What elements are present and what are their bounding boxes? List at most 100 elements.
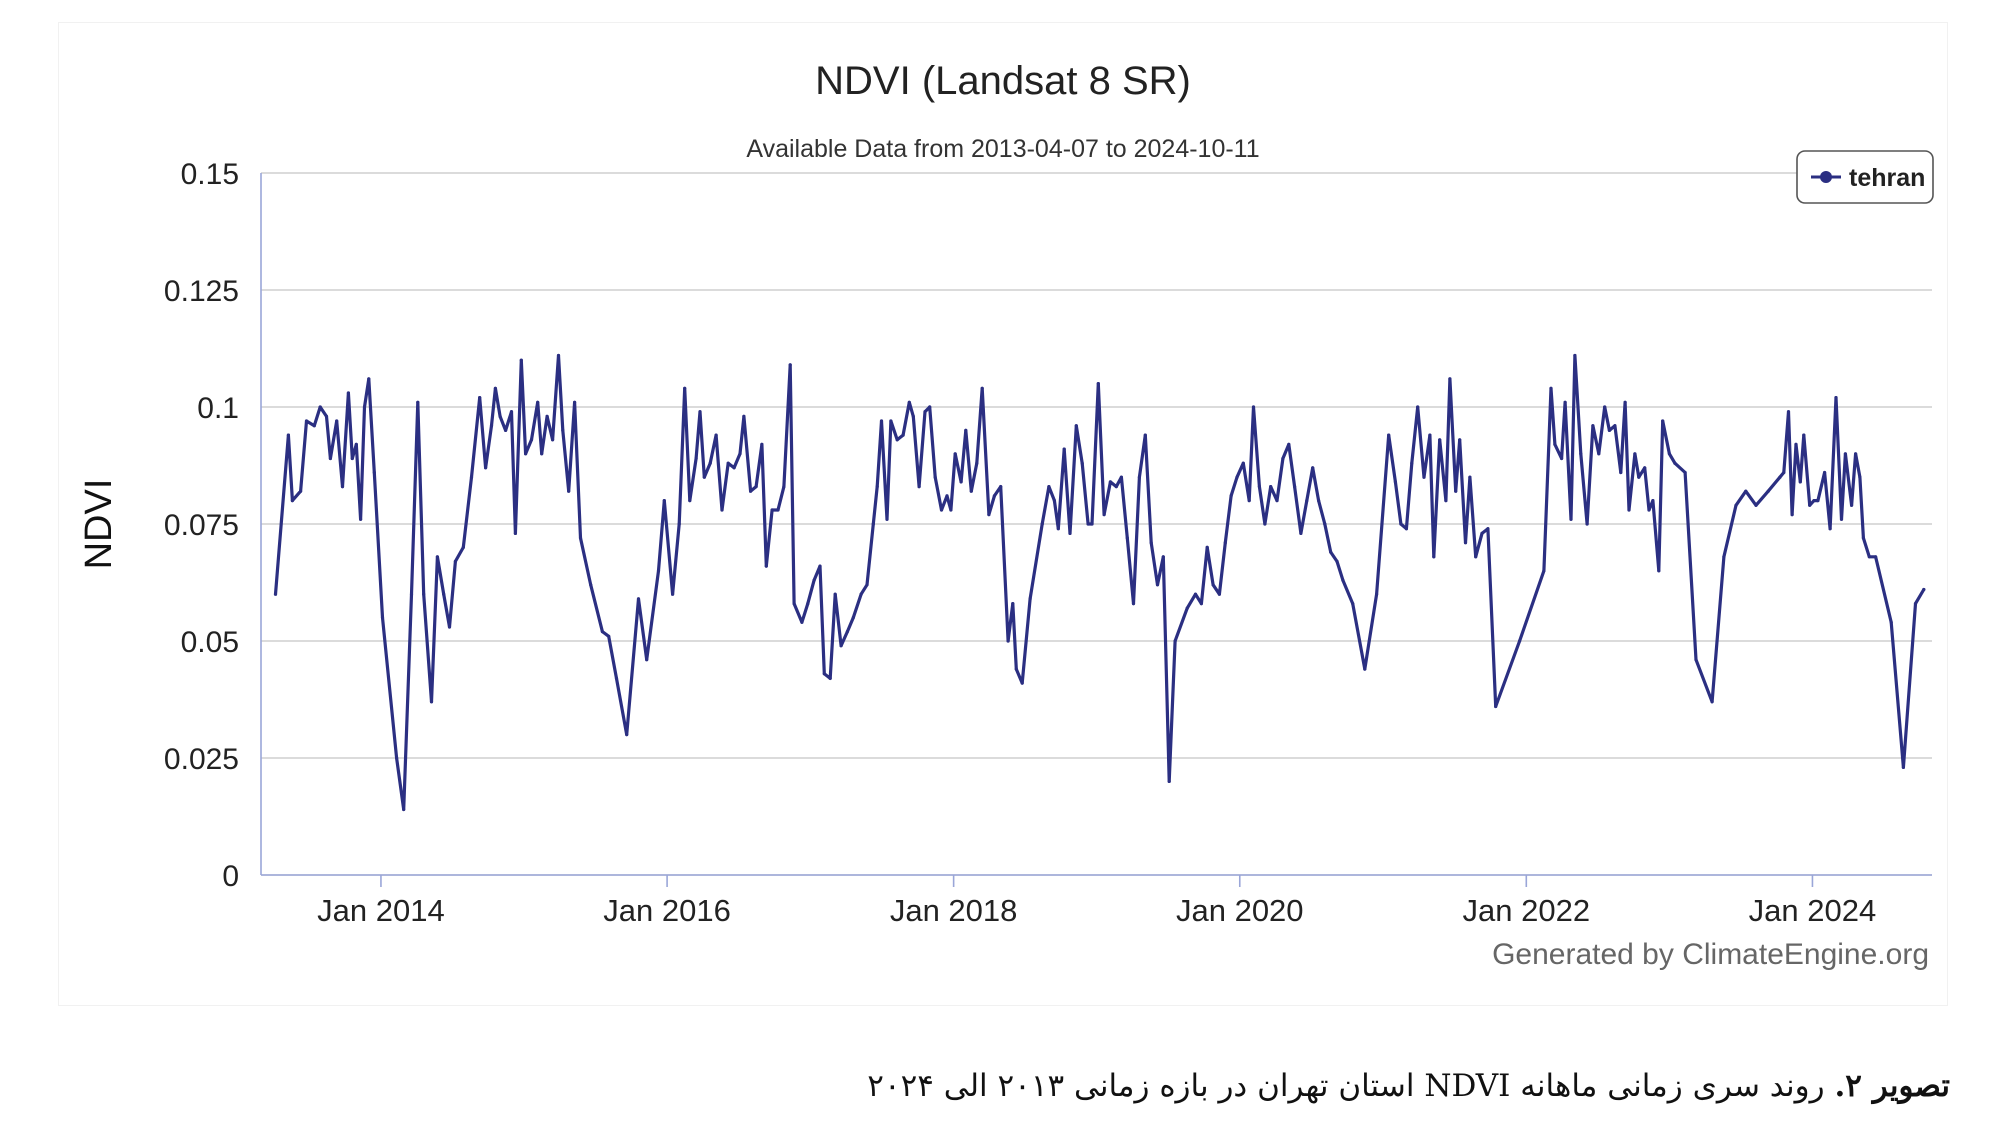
data-point <box>536 400 540 404</box>
chart-subtitle: Available Data from 2013-04-07 to 2024-1… <box>746 135 1260 163</box>
data-point <box>1040 522 1044 526</box>
data-point <box>1710 700 1714 704</box>
data-point <box>1778 475 1782 479</box>
data-point <box>1889 620 1893 624</box>
data-point <box>1137 475 1141 479</box>
data-point <box>1428 433 1432 437</box>
data-point <box>1754 503 1758 507</box>
data-point <box>1241 461 1245 465</box>
data-point <box>1647 508 1651 512</box>
data-point <box>1056 527 1060 531</box>
data-point <box>1387 433 1391 437</box>
data-point <box>1794 442 1798 446</box>
data-point <box>1816 499 1820 503</box>
data-point <box>1673 461 1677 465</box>
data-point <box>447 625 452 629</box>
data-point <box>1798 480 1802 484</box>
data-point <box>980 386 984 390</box>
data-point <box>1329 550 1333 554</box>
data-point <box>1585 522 1589 526</box>
data-point <box>359 517 363 521</box>
data-point <box>461 545 465 550</box>
data-point <box>416 400 420 404</box>
legend-marker <box>1820 171 1832 183</box>
data-point <box>949 508 953 512</box>
data-point <box>1553 442 1557 446</box>
data-point <box>671 592 675 596</box>
data-point <box>959 480 963 484</box>
data-point <box>1839 517 1844 521</box>
data-point <box>435 555 439 559</box>
data-point <box>1549 386 1553 390</box>
data-point <box>1542 569 1546 573</box>
data-point <box>1657 569 1661 573</box>
data-point <box>304 419 309 423</box>
data-point <box>1448 377 1452 381</box>
data-point <box>1229 494 1233 498</box>
data-point <box>573 400 577 404</box>
data-point <box>1573 353 1577 358</box>
data-point <box>1014 667 1018 671</box>
data-point <box>1311 466 1315 470</box>
data-point <box>939 508 944 512</box>
data-point <box>524 452 528 456</box>
data-point <box>749 489 753 493</box>
data-point <box>1131 602 1136 606</box>
data-point <box>851 616 855 620</box>
data-point <box>1661 419 1665 423</box>
data-point <box>1323 522 1327 526</box>
data-point <box>1518 639 1522 643</box>
data-point <box>1458 438 1462 442</box>
data-point <box>1205 545 1209 550</box>
y-tick-label: 0.1 <box>197 392 239 425</box>
data-point <box>1119 475 1123 479</box>
data-point <box>1474 555 1478 559</box>
data-point <box>1850 503 1854 507</box>
data-point <box>1861 536 1865 540</box>
data-point <box>350 456 354 461</box>
watermark-text: Generated by ClimateEngine.org <box>1492 938 1929 971</box>
data-point <box>911 414 915 418</box>
data-point <box>1901 765 1905 770</box>
data-point <box>1432 555 1436 559</box>
data-point <box>1351 602 1355 606</box>
data-point <box>1086 522 1090 526</box>
data-point <box>788 363 792 367</box>
data-point <box>1028 597 1032 601</box>
data-point <box>346 391 350 395</box>
data-point <box>1438 438 1442 442</box>
data-point <box>318 405 322 409</box>
data-point <box>1404 527 1408 531</box>
data-point <box>362 405 367 409</box>
data-point <box>1217 592 1221 596</box>
data-point <box>754 485 758 489</box>
data-point <box>1161 555 1165 559</box>
data-point <box>917 485 921 489</box>
data-point <box>828 676 832 681</box>
data-point <box>1193 592 1198 596</box>
data-point <box>607 634 611 638</box>
data-point <box>1613 424 1617 428</box>
data-point <box>636 597 641 601</box>
data-point <box>1251 405 1256 409</box>
data-point <box>625 733 629 737</box>
data-point <box>987 513 991 517</box>
y-tick-label: 0.125 <box>164 275 239 308</box>
data-point <box>509 410 514 414</box>
data-point <box>429 700 434 704</box>
data-point <box>969 489 973 493</box>
data-point <box>290 499 294 503</box>
data-point <box>907 400 911 404</box>
data-point <box>806 602 810 606</box>
data-point <box>1293 485 1297 489</box>
data-point <box>1913 602 1918 606</box>
data-point <box>800 620 804 624</box>
data-point <box>453 559 457 564</box>
data-point <box>367 377 371 381</box>
data-point <box>1734 503 1738 507</box>
data-point <box>1790 513 1794 517</box>
y-tick-label: 0 <box>222 860 239 893</box>
data-point <box>1114 485 1118 489</box>
data-point <box>1052 499 1056 503</box>
data-point <box>1560 456 1564 461</box>
